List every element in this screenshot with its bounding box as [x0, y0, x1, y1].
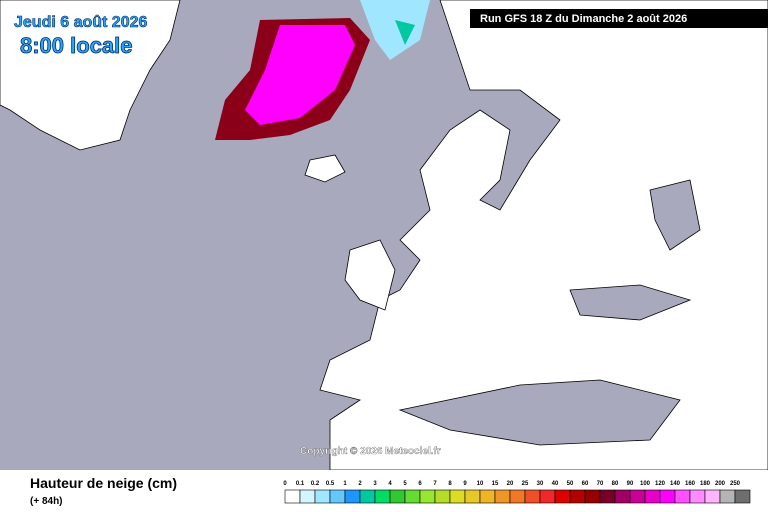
scale-label: 3 [373, 481, 377, 487]
scale-label: 100 [640, 481, 651, 487]
scale-swatch [374, 489, 391, 504]
scale-swatch [389, 489, 406, 504]
scale-label: 60 [582, 481, 589, 487]
color-scale: 0 0.1 0.2 0.5 1 2 3 4 5 6 7 8 9 10 15 20 25 30 40 50 60 70 80 9… [283, 481, 751, 504]
scale-label: 200 [715, 481, 726, 487]
scale-swatch [284, 489, 301, 504]
scale-swatch [479, 489, 496, 504]
scale-swatch [359, 489, 376, 504]
land [0, 0, 768, 471]
scale-label: 120 [655, 481, 666, 487]
scale-swatch [404, 489, 421, 504]
svalbard-snow-core [395, 20, 415, 45]
scale-label: 25 [522, 481, 529, 487]
scale-swatch [299, 489, 316, 504]
scale-swatch [629, 489, 646, 504]
scale-swatch [494, 489, 511, 504]
scale-label: 0.1 [296, 481, 305, 487]
scale-label: 50 [567, 481, 574, 487]
scale-label: 6 [418, 481, 422, 487]
scale-swatch [614, 489, 631, 504]
scale-swatch [509, 489, 526, 504]
scale-swatch [434, 489, 451, 504]
scale-label: 7 [433, 481, 437, 487]
scale-label: 0 [283, 481, 287, 487]
scale-label: 2 [358, 481, 362, 487]
scale-label: 160 [685, 481, 696, 487]
scale-label: 140 [670, 481, 681, 487]
scale-swatch [554, 489, 571, 504]
scale-label: 20 [507, 481, 514, 487]
scale-swatch [659, 489, 676, 504]
scale-swatch [674, 489, 691, 504]
scale-swatch [524, 489, 541, 504]
legend-title: Hauteur de neige (cm) [30, 475, 177, 491]
scale-swatch [689, 489, 706, 504]
run-label: Run GFS 18 Z du Dimanche 2 août 2026 [480, 13, 687, 25]
scale-swatch [719, 489, 736, 504]
inland-seas [398, 179, 701, 446]
scale-swatch [584, 489, 601, 504]
greenland-snow-max [245, 25, 355, 125]
scale-swatch [734, 489, 751, 504]
scale-label: 250 [730, 481, 741, 487]
scale-label: 1 [343, 481, 347, 487]
scale-label: 70 [597, 481, 604, 487]
svalbard-snow [360, 0, 430, 60]
scale-swatch [449, 489, 466, 504]
valid-date: Jeudi 6 août 2026 [14, 14, 147, 31]
scale-label: 9 [463, 481, 467, 487]
scale-swatch [599, 489, 616, 504]
scale-label: 0.2 [311, 481, 320, 487]
scale-swatch [569, 489, 586, 504]
scale-label: 0.5 [326, 481, 335, 487]
copyright: Copyright © 2026 Meteociel.fr [300, 446, 441, 457]
scale-label: 10 [477, 481, 484, 487]
scale-label: 40 [552, 481, 559, 487]
scale-swatch [314, 489, 331, 504]
scale-swatch [539, 489, 556, 504]
scale-swatch [704, 489, 721, 504]
scale-label: 15 [492, 481, 499, 487]
run-banner [470, 9, 768, 28]
scale-label: 80 [612, 481, 619, 487]
scale-swatch [419, 489, 436, 504]
scale-swatch [329, 489, 346, 504]
lead-time: (+ 84h) [30, 496, 63, 507]
scale-label: 30 [537, 481, 544, 487]
scale-label: 90 [627, 481, 634, 487]
scale-swatch [464, 489, 481, 504]
scale-label: 180 [700, 481, 711, 487]
scale-swatch [644, 489, 661, 504]
scale-label: 8 [448, 481, 452, 487]
local-time: 8:00 locale [20, 33, 133, 58]
scale-label: 4 [388, 481, 392, 487]
scale-label: 5 [403, 481, 407, 487]
scale-swatch [344, 489, 361, 504]
